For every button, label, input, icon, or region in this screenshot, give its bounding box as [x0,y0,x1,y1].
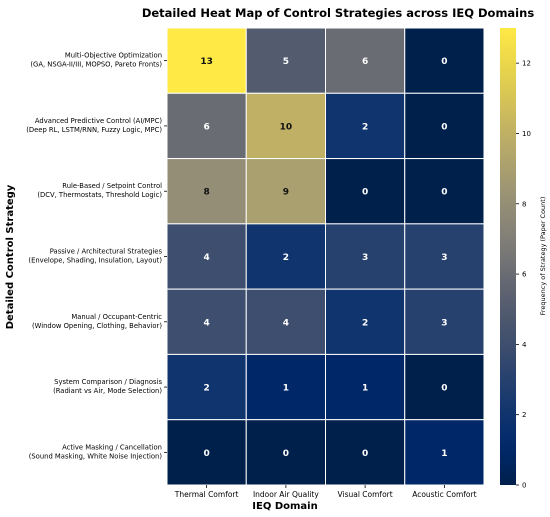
heatmap-cell [325,419,406,486]
cell-value-label: 4 [203,318,209,328]
heatmap-cell [245,223,326,290]
heatmap-cell [245,92,326,160]
heatmap-cell [166,353,247,421]
y-tick-label: Manual / Occupant-Centric (Window Opening… [32,313,162,330]
colorbar-gradient [500,28,516,485]
y-tick-label: Multi-Objective Optimization (GA, NSGA-II… [30,52,162,69]
cell-value-label: 0 [362,188,368,198]
cell-value-label: 6 [203,122,209,132]
y-tick-label-line: Advanced Predictive Control (AI/MPC) [35,117,162,125]
y-tick-label-line: Rule-Based / Setpoint Control [62,182,162,190]
cell-value-label: 10 [280,122,293,132]
y-tick-labels: Multi-Objective Optimization (GA, NSGA-II… [26,52,167,460]
y-tick-label-line: (Window Opening, Clothing, Behavior) [32,322,162,330]
y-tick-label-line: Manual / Occupant-Centric [71,313,162,321]
chart-title: Detailed Heat Map of Control Strategies … [142,6,535,20]
y-tick-label-line: System Comparison / Diagnosis [54,378,162,386]
x-tick-label: Indoor Air Quality [253,490,319,499]
heatmap-cell [404,353,485,421]
heatmap-cell [404,27,485,94]
y-tick-label-line: (Radiant vs Air, Mode Selection) [53,387,162,395]
x-axis-label: IEQ Domain [252,501,317,512]
y-tick-label-line: (Sound Masking, White Noise Injection) [29,452,163,460]
y-tick-label-line: (Envelope, Shading, Insulation, Layout) [28,257,162,265]
heatmap-cell [404,158,485,225]
y-tick-label-line: Active Masking / Cancellation [62,443,162,451]
cell-value-label: 0 [441,122,447,132]
y-axis-label: Detailed Control Strategy [5,184,16,329]
heatmap-cell [166,27,247,94]
y-tick-label-line: (DCV, Thermostats, Threshold Logic) [37,191,162,199]
cell-value-label: 3 [362,253,368,263]
colorbar-tick-label: 4 [522,341,527,349]
colorbar-tick-label: 0 [522,482,526,490]
colorbar-label: Frequency of Strategy (Paper Count) [539,197,547,316]
cell-value-label: 8 [203,188,209,198]
y-tick-label-line: Passive / Architectural Strategies [50,248,163,256]
heatmap-cell [404,288,485,355]
heatmap-cell [245,288,326,355]
cell-value-label: 0 [441,384,447,394]
cell-value-label: 0 [283,449,289,459]
cell-value-label: 4 [203,253,209,263]
y-tick-label: Rule-Based / Setpoint Control (DCV, Therm… [37,182,162,199]
y-tick-label-line: (Deep RL, LSTM/RNN, Fuzzy Logic, MPC) [26,126,162,134]
cells-layer: 13 5 6 06 10 2 08 9 0 04 2 3 34 4 2 32 1 1 00 0 0 1 [166,27,485,486]
cell-value-label: 2 [283,253,289,263]
cell-value-label: 3 [441,253,447,263]
heatmap-cell [404,223,485,290]
x-tick-label: Acoustic Comfort [412,490,476,499]
heatmap-cell [166,419,247,486]
cell-value-label: 2 [362,122,368,132]
cell-value-label: 2 [203,384,209,394]
x-tick-labels: Thermal Comfort Indoor Air Quality Visual … [174,485,477,499]
cell-value-label: 2 [362,318,368,328]
y-tick-label-line: Multi-Objective Optimization [65,52,162,60]
cell-value-label: 0 [203,449,209,459]
y-tick-label: System Comparison / Diagnosis (Radiant vs… [53,378,162,395]
colorbar-tick-label: 10 [522,130,531,138]
heatmap-cell [245,353,326,421]
colorbar: Frequency of Strategy (Paper Count) 0 2 4 6… [500,28,547,490]
cell-value-label: 1 [283,384,289,394]
cell-value-label: 13 [200,57,213,67]
cell-value-label: 3 [441,318,447,328]
heatmap-cell [404,92,485,160]
cell-value-label: 0 [441,188,447,198]
cell-value-label: 5 [283,57,289,67]
cell-value-label: 1 [441,449,447,459]
colorbar-tick-label: 8 [522,200,526,208]
colorbar-tick-label: 12 [522,60,531,68]
x-tick-label: Thermal Comfort [174,490,239,499]
heatmap-cell [404,419,485,486]
y-tick-label: Passive / Architectural Strategies (Envel… [28,248,162,265]
colorbar-tick-label: 2 [522,411,526,419]
heatmap-cell [325,27,406,94]
cell-value-label: 6 [362,57,368,67]
y-tick-label: Active Masking / Cancellation (Sound Mask… [29,443,163,460]
cell-value-label: 0 [441,57,447,67]
heatmap-cell [325,288,406,355]
cell-value-label: 0 [362,449,368,459]
cell-value-label: 9 [283,188,289,198]
cell-value-label: 4 [283,318,289,328]
x-tick-label: Visual Comfort [338,490,393,499]
heatmap-cell [245,27,326,94]
y-tick-label-line: (GA, NSGA-II/III, MOPSO, Pareto Fronts) [30,61,162,69]
heatmap-cell [245,158,326,225]
cell-value-label: 1 [362,384,368,394]
y-tick-label: Advanced Predictive Control (AI/MPC) (Dee… [26,117,162,134]
colorbar-tick-label: 6 [522,271,527,279]
heatmap-cell [325,353,406,421]
